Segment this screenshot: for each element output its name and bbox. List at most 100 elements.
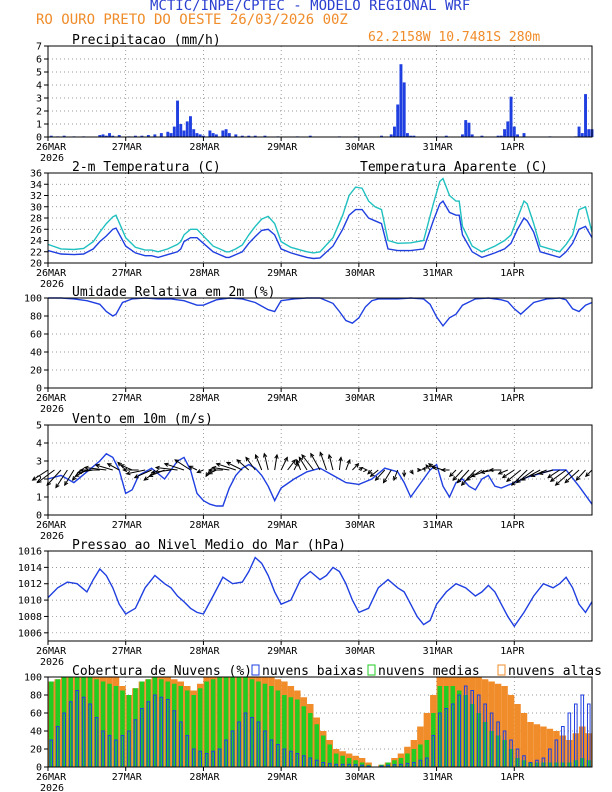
wind-vector-head: [367, 469, 372, 475]
wind-vector-head: [497, 470, 503, 475]
panel-title: Pressao ao Nivel Medio do Mar (hPa): [72, 538, 346, 553]
wind-vector: [506, 469, 522, 482]
panel-wind: 0 1 2 3 4 5 26MAR 27MAR 28MAR 29MAR 30MAR 31MAR 1APR…: [31, 412, 593, 542]
wind-vector: [547, 469, 560, 478]
cloud-high-bar: [579, 726, 586, 767]
y-tick-label: 2: [36, 107, 42, 118]
cloud-mid-bar: [444, 686, 449, 767]
precip-bar: [247, 135, 251, 137]
y-tick-label: 1: [36, 493, 42, 504]
cloud-mid-bar: [495, 735, 501, 767]
cloud-mid-bar: [567, 762, 572, 767]
precip-bar: [62, 135, 66, 137]
x-tick-label: 29MAR: [267, 268, 298, 279]
y-tick-label: 1006: [18, 628, 42, 639]
wind-vector-head: [409, 469, 414, 475]
y-tick-label: 60: [30, 330, 42, 341]
cloud-mid-bar: [482, 722, 488, 767]
x-tick-label: 1APR: [500, 772, 525, 783]
precip-bar: [153, 134, 157, 137]
precip-bar: [412, 135, 416, 137]
wind-vector-head: [245, 456, 250, 462]
wind-vector-head: [310, 452, 315, 458]
cloud-mid-bar: [586, 760, 592, 767]
cloud-mid-bar: [314, 724, 320, 767]
cloud-high-bar: [514, 704, 521, 767]
precip-bar: [227, 133, 231, 137]
cloud-mid-bar: [282, 695, 287, 767]
wind-vector-head: [163, 462, 169, 467]
wind-vector-head: [143, 476, 149, 481]
precip-bar: [512, 126, 516, 137]
cloud-mid-bar: [431, 713, 436, 767]
wind-vector-head: [207, 467, 213, 473]
wind-vector: [293, 462, 299, 471]
wind-vector: [134, 469, 152, 479]
cloud-mid-bar: [204, 681, 209, 767]
precip-bar: [470, 134, 474, 137]
wind-vector-head: [465, 476, 471, 481]
cloud-mid-bar: [450, 686, 456, 767]
cloud-mid-bar: [146, 679, 151, 767]
header-station: RO OURO PRETO DO OESTE 26/03/2026 00Z: [36, 12, 348, 28]
x-tick-label: 26MAR: [36, 646, 67, 657]
x-tick-label: 30MAR: [345, 142, 376, 153]
precip-bar: [480, 135, 484, 137]
y-tick-label: 20: [30, 745, 42, 756]
panel-title-apparent: Temperatura Aparente (C): [360, 160, 548, 175]
wind-vector: [370, 469, 379, 477]
wind-vector-head: [207, 470, 213, 475]
cloud-mid-bar: [249, 679, 255, 767]
wind-vector-head: [530, 472, 536, 477]
x-tick-label: 31MAR: [423, 142, 454, 153]
wind-vector: [301, 454, 314, 471]
cloud-mid-bar: [210, 679, 216, 767]
precip-bar: [201, 135, 205, 137]
precip-bar: [198, 134, 202, 137]
wind-vector: [263, 453, 269, 471]
wind-vector-head: [205, 472, 210, 478]
wind-vector: [471, 469, 489, 477]
wind-vector: [550, 469, 567, 482]
panel-precip: 0 1 2 3 4 5 6 7 26MAR 27MAR 28MAR 29MAR 30MAR 31MAR 1A…: [36, 33, 594, 164]
y-tick-label: 100: [24, 673, 42, 684]
wind-vector-head: [74, 472, 80, 477]
y-tick-label: 28: [30, 214, 42, 225]
cloud-mid-bar: [521, 760, 527, 767]
wind-vector-head: [301, 453, 306, 459]
cloud-mid-bar: [534, 762, 540, 767]
x-tick-label: 28MAR: [189, 142, 220, 153]
y-tick-label: 20: [30, 259, 42, 270]
wind-vector-head: [174, 459, 180, 464]
x-tick-label: 27MAR: [112, 520, 143, 531]
cloud-high-bar: [559, 735, 567, 767]
wind-vector-head: [363, 467, 369, 473]
precip-bar: [499, 135, 503, 137]
wind-vector-head: [402, 472, 407, 478]
cloud-mid-bar: [191, 695, 196, 767]
wind-vector-head: [488, 467, 494, 473]
x-tick-label: 27MAR: [112, 393, 143, 404]
precip-bar: [172, 126, 176, 137]
precip-bar: [98, 135, 102, 137]
cloud-mid-bar: [541, 762, 546, 767]
cloud-mid-bar: [120, 690, 125, 767]
cloud-mid-bar: [508, 749, 514, 767]
wind-vector-head: [456, 478, 462, 484]
wind-vector: [383, 469, 392, 483]
cloud-mid-bar: [152, 677, 158, 767]
precip-bar: [104, 135, 108, 137]
precip-bar: [111, 135, 115, 137]
wind-vector-head: [460, 481, 466, 486]
precip-bar: [117, 135, 121, 137]
wind-vector-head: [369, 472, 375, 478]
y-tick-label: 22: [30, 247, 42, 258]
cloud-mid-bar: [392, 760, 397, 767]
legend-swatch: [251, 664, 260, 676]
cloud-mid-bar: [301, 706, 307, 767]
wind-vector-head: [510, 481, 516, 486]
cloud-high-bar: [566, 740, 573, 767]
wind-vector-head: [133, 474, 139, 479]
cloud-mid-bar: [107, 683, 112, 767]
